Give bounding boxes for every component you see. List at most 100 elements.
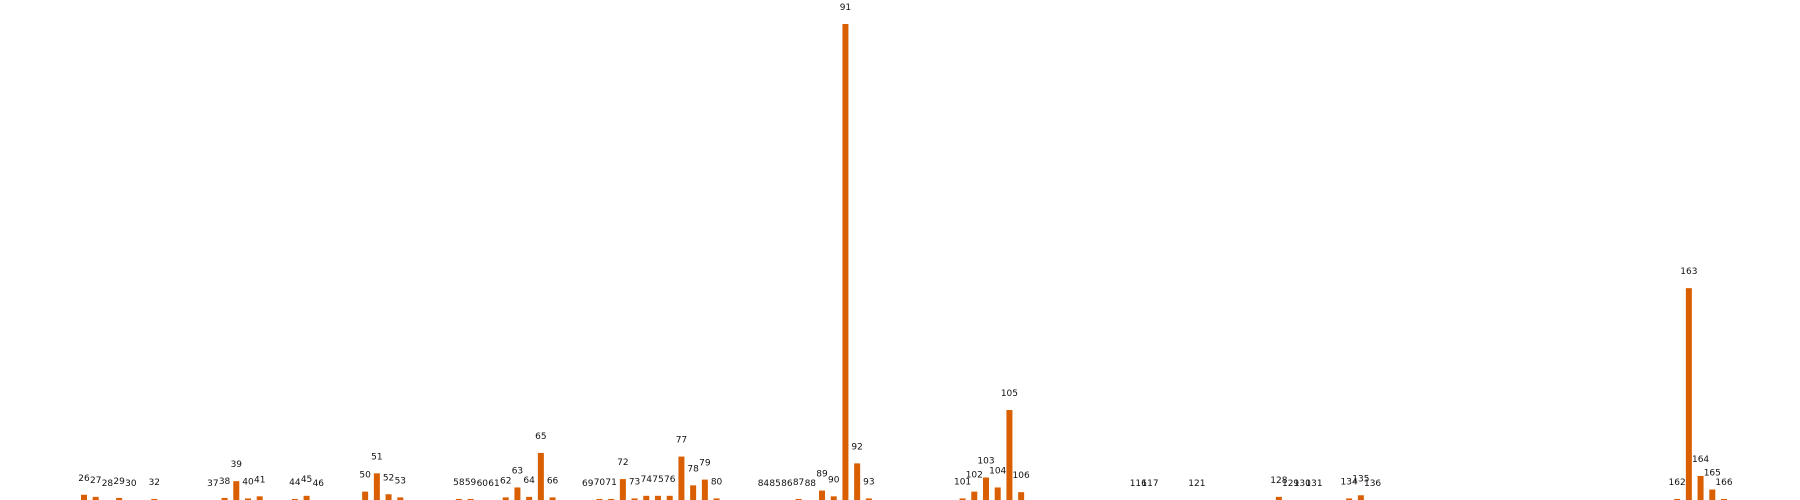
bar-164 [1697, 475, 1704, 500]
bar-label-121: 121 [1188, 479, 1205, 489]
bar-101 [959, 498, 966, 500]
bar-166 [1721, 498, 1727, 500]
bar-72 [619, 479, 626, 500]
bar-59 [467, 498, 474, 500]
bar-label-131: 131 [1305, 479, 1322, 489]
bar-label-26: 26 [78, 474, 90, 484]
bar-71 [608, 498, 615, 500]
bar-92 [854, 463, 861, 500]
bar-106 [1018, 492, 1025, 500]
bar-label-128: 128 [1270, 476, 1287, 486]
bar-label-45: 45 [301, 475, 312, 485]
bar-label-103: 103 [977, 457, 994, 467]
bar-label-69: 69 [582, 479, 594, 489]
bar-label-136: 136 [1364, 479, 1381, 489]
bar-label-66: 66 [547, 476, 559, 486]
bar-label-79: 79 [699, 459, 711, 469]
bars-group [81, 24, 1727, 500]
bar-label-40: 40 [242, 477, 254, 487]
bar-128 [1275, 496, 1282, 500]
bar-label-30: 30 [125, 479, 137, 489]
bar-label-32: 32 [149, 478, 160, 488]
bar-label-92: 92 [851, 442, 862, 452]
bar-label-74: 74 [641, 475, 653, 485]
bar-label-29: 29 [113, 477, 125, 487]
bar-39 [233, 481, 240, 500]
bar-label-88: 88 [805, 479, 817, 489]
bar-76 [666, 495, 673, 500]
bar-label-53: 53 [395, 476, 406, 486]
bar-label-105: 105 [1001, 389, 1018, 399]
bar-label-58: 58 [453, 478, 465, 488]
bar-93 [865, 498, 872, 500]
bar-label-41: 41 [254, 475, 265, 485]
bar-label-44: 44 [289, 478, 301, 488]
bar-label-62: 62 [500, 476, 511, 486]
bar-78 [690, 485, 697, 500]
bar-label-89: 89 [816, 470, 828, 480]
bar-label-116: 116 [1130, 479, 1147, 489]
bar-74 [643, 495, 650, 500]
bar-64 [526, 496, 533, 500]
bar-label-50: 50 [359, 471, 371, 481]
bar-label-37: 37 [207, 479, 218, 489]
bar-label-134: 134 [1341, 477, 1358, 487]
bar-label-106: 106 [1013, 471, 1030, 481]
bar-label-60: 60 [477, 479, 489, 489]
bar-134 [1346, 498, 1353, 500]
bar-163 [1685, 288, 1692, 500]
bar-135 [1357, 495, 1364, 500]
bar-label-65: 65 [535, 432, 546, 442]
bar-73 [631, 498, 638, 500]
bar-label-52: 52 [383, 473, 394, 483]
bar-label-72: 72 [617, 458, 628, 468]
bar-62 [502, 497, 509, 500]
bar-label-165: 165 [1704, 469, 1721, 479]
bar-65 [537, 452, 544, 500]
bar-51 [373, 473, 380, 500]
bar-label-102: 102 [966, 471, 983, 481]
bar-90 [830, 496, 837, 500]
bar-89 [819, 490, 825, 500]
bar-70 [596, 498, 603, 500]
bar-103 [983, 477, 989, 500]
bar-label-59: 59 [465, 478, 477, 488]
bar-40 [245, 498, 251, 500]
bar-label-163: 163 [1680, 267, 1697, 277]
bar-50 [362, 491, 369, 500]
bar-label-51: 51 [371, 452, 382, 462]
bar-label-85: 85 [769, 479, 780, 489]
bar-58 [455, 498, 462, 500]
bar-label-93: 93 [863, 477, 874, 487]
bar-45 [303, 495, 310, 500]
bar-label-61: 61 [488, 479, 499, 489]
bar-label-86: 86 [781, 479, 793, 489]
bar-label-84: 84 [758, 479, 770, 489]
bar-27 [92, 496, 99, 500]
bar-105 [1006, 410, 1013, 500]
bar-79 [701, 479, 708, 500]
bar-77 [678, 456, 685, 500]
bar-label-64: 64 [523, 476, 535, 486]
bar-label-27: 27 [90, 476, 101, 486]
bar-32 [151, 498, 158, 500]
bar-label-76: 76 [664, 475, 676, 485]
bar-75 [655, 495, 661, 500]
bar-label-63: 63 [512, 466, 523, 476]
bar-label-104: 104 [989, 466, 1006, 476]
bar-41 [256, 496, 263, 500]
bar-label-39: 39 [231, 460, 243, 470]
bar-label-162: 162 [1669, 478, 1686, 488]
bar-165 [1709, 489, 1716, 500]
bar-label-78: 78 [687, 464, 699, 474]
bar-label-164: 164 [1692, 455, 1709, 465]
bar-label-77: 77 [676, 436, 687, 446]
bar-label-101: 101 [954, 477, 971, 487]
bar-29 [116, 497, 123, 500]
bar-label-80: 80 [711, 477, 723, 487]
bar-63 [514, 487, 521, 500]
bar-label-129: 129 [1282, 479, 1299, 489]
bar-87 [795, 498, 802, 500]
